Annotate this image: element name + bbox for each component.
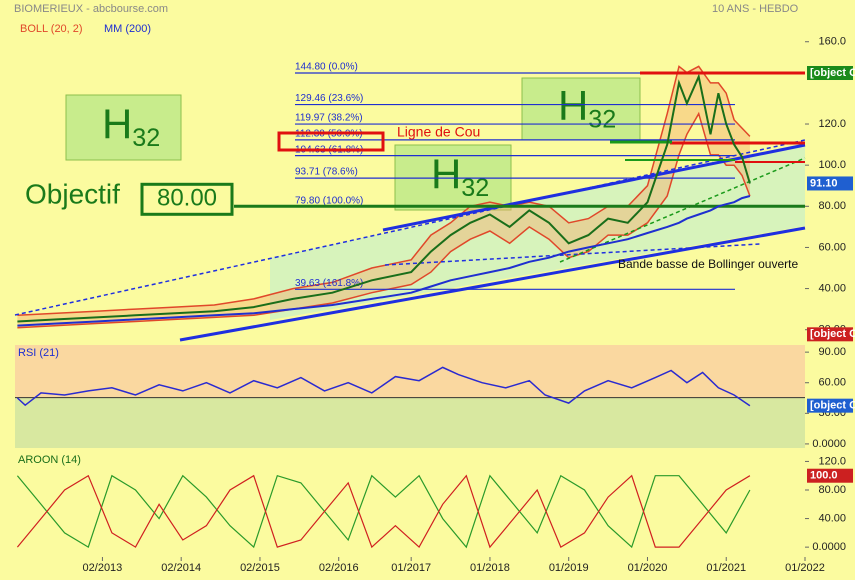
y-tick-label: 40.00	[818, 282, 846, 294]
fibonacci-label: 39.63 (161.8%)	[295, 278, 363, 289]
legend-entry: BOLL (20, 2)	[20, 23, 83, 35]
objective-box	[140, 182, 234, 216]
value-badge-label: [object Object]	[810, 328, 855, 340]
y-tick-label: 120.0	[818, 455, 846, 467]
y-tick-label: 90.00	[818, 346, 846, 358]
x-tick-label: 01/2019	[549, 562, 589, 574]
x-tick-label: 01/2018	[470, 562, 510, 574]
y-tick-label: 60.00	[818, 241, 846, 253]
objective-label: 80.00	[157, 185, 217, 212]
trend-line	[14, 139, 806, 316]
pattern-main: H	[431, 151, 461, 198]
x-tick-label: 01/2020	[628, 562, 668, 574]
y-tick-label: 40.00	[818, 512, 846, 524]
x-tick-label: 02/2014	[161, 562, 201, 574]
value-badge	[807, 66, 853, 81]
aroon-line	[16, 474, 751, 549]
value-badge-label: [object Object]	[810, 67, 855, 79]
aroon-line	[16, 474, 751, 549]
pattern-main: H	[558, 82, 588, 129]
price-line	[17, 73, 751, 323]
pattern-sub: 32	[132, 124, 160, 152]
period: 10 ANS - HEBDO	[712, 3, 799, 15]
value-badge	[807, 468, 853, 483]
y-tick-label: 0.0000	[812, 541, 846, 553]
value-badge	[807, 327, 853, 342]
pattern-box	[65, 94, 182, 161]
bollinger-lower	[17, 111, 751, 329]
y-tick-label: 80.00	[818, 484, 846, 496]
value-badge-label: 100.0	[810, 470, 838, 482]
panel-title: AROON (14)	[18, 454, 81, 466]
pattern-sub: 32	[588, 106, 616, 134]
pattern-main: H	[102, 101, 132, 148]
rsi-zone-low	[15, 397, 805, 448]
neckline-label: Ligne de Cou	[397, 124, 480, 140]
rsi-zone-high	[15, 345, 805, 398]
rsi-line	[16, 366, 751, 407]
value-badge-label: 91.10	[810, 177, 838, 189]
value-badge-label: [object Object]	[810, 400, 855, 412]
fibonacci-label: 79.80 (100.0%)	[295, 195, 363, 206]
fibonacci-label: 119.97 (38.2%)	[295, 113, 363, 124]
x-tick-label: 01/2022	[785, 562, 825, 574]
objective-text: Objectif	[25, 179, 120, 210]
legend-entry: MM (200)	[104, 23, 151, 35]
bollinger-note: Bande basse de Bollinger ouverte	[618, 257, 798, 271]
pattern-box	[521, 77, 641, 141]
moving-average	[17, 195, 751, 327]
neckline-box	[277, 131, 385, 152]
chart-title: BIOMERIEUX - abcbourse.com	[14, 3, 168, 15]
fibonacci-label: 129.46 (23.6%)	[295, 93, 363, 104]
fibonacci-label: 93.71 (78.6%)	[295, 167, 358, 178]
y-tick-label: 100.0	[818, 159, 846, 171]
y-tick-label: 160.0	[818, 36, 846, 48]
value-badge	[807, 176, 853, 191]
fibonacci-label: 144.80 (0.0%)	[295, 62, 358, 73]
bollinger-upper	[17, 65, 751, 317]
pattern-sub: 32	[461, 174, 489, 202]
y-tick-label: 0.0000	[812, 438, 846, 450]
x-tick-label: 02/2016	[319, 562, 359, 574]
panel-title: RSI (21)	[18, 347, 59, 359]
y-tick-label: 60.00	[818, 377, 846, 389]
value-badge	[807, 398, 853, 413]
y-tick-label: 120.0	[818, 118, 846, 130]
x-tick-label: 02/2015	[240, 562, 280, 574]
x-tick-label: 01/2021	[706, 562, 746, 574]
x-tick-label: 01/2017	[391, 562, 431, 574]
y-tick-label: 80.00	[818, 200, 846, 212]
x-tick-label: 02/2013	[83, 562, 123, 574]
